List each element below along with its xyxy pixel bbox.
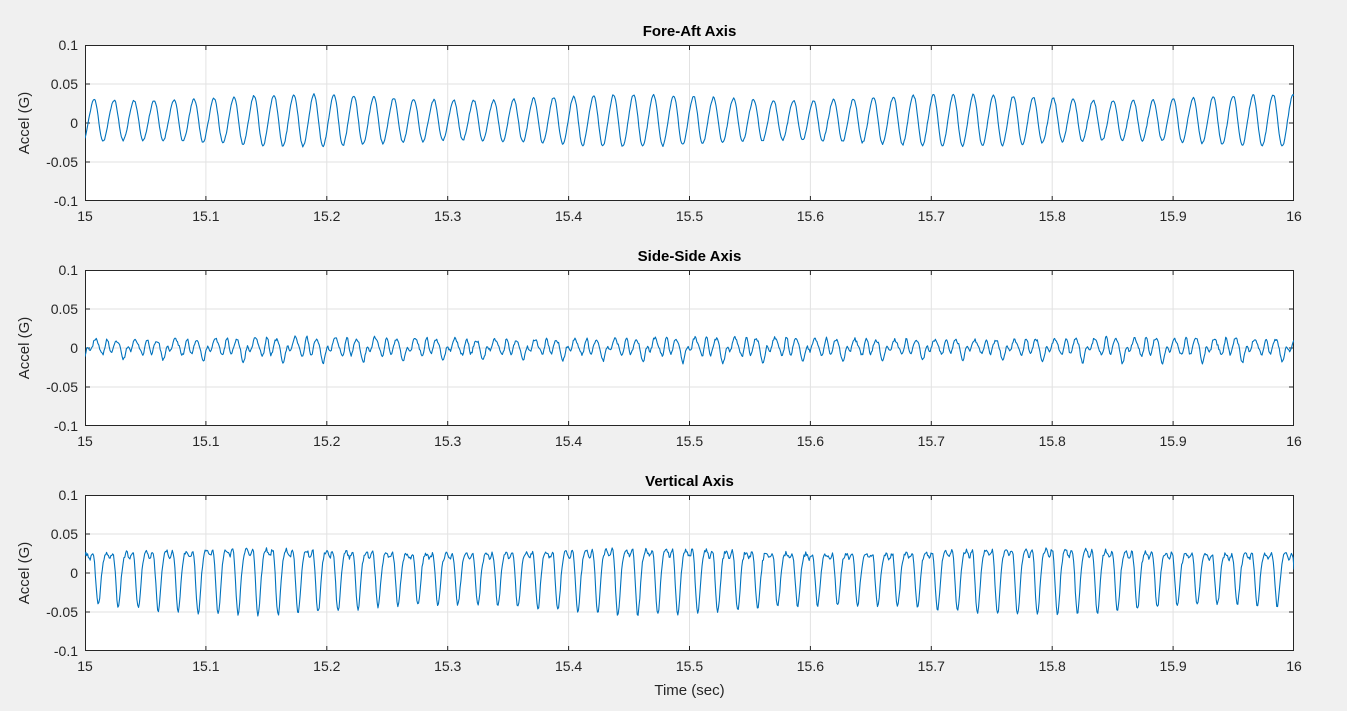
x-tick-label: 15.7 (917, 658, 945, 674)
x-tick-label: 15.8 (1038, 208, 1066, 224)
x-tick-label: 15.4 (554, 433, 583, 449)
y-tick-label: 0.1 (58, 487, 78, 503)
fore-aft-accel-waveform (85, 93, 1294, 148)
x-tick-label: 16 (1286, 433, 1302, 449)
y-tick-label: 0 (70, 565, 78, 581)
x-tick-label: 15.1 (192, 208, 220, 224)
plot-area (85, 495, 1294, 651)
vertical-accel-waveform (85, 547, 1294, 617)
y-tick-label: -0.05 (46, 604, 78, 620)
x-tick-label: 15.8 (1038, 658, 1066, 674)
y-tick-label: -0.05 (46, 379, 78, 395)
plot-area (85, 270, 1294, 426)
x-tick-label: 15.7 (917, 433, 945, 449)
y-tick-label: 0.1 (58, 37, 78, 53)
x-tick-label: 15.3 (434, 208, 462, 224)
x-tick-label: 15.3 (434, 433, 462, 449)
subplot-title: Fore-Aft Axis (642, 23, 737, 40)
y-tick-label: -0.05 (46, 154, 78, 170)
x-tick-label: 15.4 (554, 208, 583, 224)
x-tick-label: 15.6 (796, 658, 825, 674)
y-tick-label: -0.1 (53, 193, 78, 209)
x-tick-label: 15.4 (554, 658, 583, 674)
x-tick-label: 15.9 (1159, 208, 1187, 224)
x-tick-label: 15.2 (313, 433, 341, 449)
x-tick-label: 15.5 (675, 433, 704, 449)
plot-area (85, 45, 1294, 201)
x-tick-label: 15.3 (434, 658, 462, 674)
x-tick-label: 15.9 (1159, 658, 1187, 674)
x-tick-label: 16 (1286, 658, 1302, 674)
x-tick-label: 15.6 (796, 208, 825, 224)
subplot-title: Vertical Axis (645, 473, 734, 490)
y-tick-label: 0 (70, 340, 78, 356)
x-tick-label: 15.1 (192, 433, 220, 449)
x-tick-label: 15.1 (192, 658, 220, 674)
y-tick-label: 0.05 (50, 76, 78, 92)
x-tick-label: 15 (77, 658, 93, 674)
y-tick-label: -0.1 (53, 643, 78, 659)
y-tick-label: 0 (70, 115, 78, 131)
x-tick-label: 15.8 (1038, 433, 1066, 449)
x-tick-label: 15 (77, 208, 93, 224)
x-tick-label: 16 (1286, 208, 1302, 224)
y-tick-label: -0.1 (53, 418, 78, 434)
x-tick-label: 15.6 (796, 433, 825, 449)
x-tick-label: 15.2 (313, 658, 341, 674)
side-side-accel-waveform (85, 335, 1294, 365)
x-tick-label: 15 (77, 433, 93, 449)
x-tick-label: 15.2 (313, 208, 341, 224)
y-tick-label: 0.05 (50, 526, 78, 542)
x-axis-label: Time (sec) (654, 682, 725, 699)
x-tick-label: 15.9 (1159, 433, 1187, 449)
subplot-title: Side-Side Axis (637, 248, 742, 265)
x-tick-label: 15.5 (675, 208, 704, 224)
y-tick-label: 0.1 (58, 262, 78, 278)
x-tick-label: 15.5 (675, 658, 704, 674)
x-tick-label: 15.7 (917, 208, 945, 224)
y-tick-label: 0.05 (50, 301, 78, 317)
